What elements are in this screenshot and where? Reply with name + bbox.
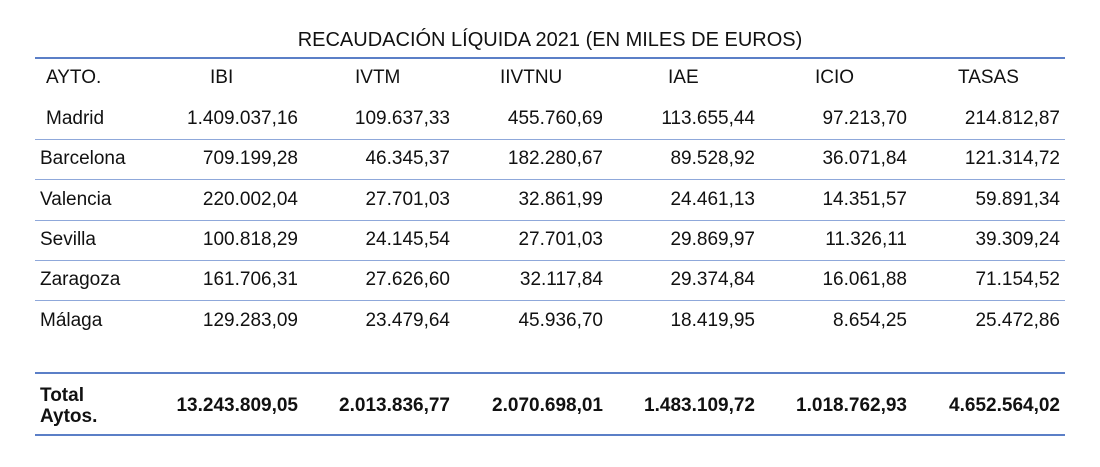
cell: 11.326,11 [825, 228, 907, 250]
cell: 182.280,67 [507, 148, 603, 170]
column-header: ICIO [815, 67, 855, 88]
cell: 27.701,03 [365, 188, 450, 210]
rule [35, 434, 1065, 436]
cell: 709.199,28 [202, 148, 298, 170]
row-rule [35, 259, 1065, 261]
cell: 1.409.037,16 [187, 108, 298, 129]
cell: 214.812,87 [964, 108, 1060, 129]
row-label: Barcelona [40, 148, 126, 170]
cell: 39.309,24 [975, 228, 1060, 250]
cell: 32.117,84 [519, 269, 603, 291]
row-rule [35, 219, 1065, 221]
cell: 89.528,92 [670, 148, 755, 170]
total-cell: 2.013.836,77 [339, 395, 450, 416]
cell: 18.419,95 [670, 309, 755, 331]
cell: 27.626,60 [365, 269, 450, 291]
rule [35, 372, 1065, 374]
row-label: Madrid [46, 108, 105, 129]
total-cell: 1.483.109,72 [644, 395, 755, 416]
cell: 16.061,88 [822, 269, 907, 291]
cell: 29.869,97 [670, 228, 755, 250]
total-label: Total Aytos. [40, 385, 98, 427]
cell: 8.654,25 [833, 309, 907, 331]
column-header: IVTM [355, 67, 401, 88]
row-rule [35, 139, 1065, 140]
cell: 113.655,44 [661, 108, 755, 129]
row-label: Málaga [40, 309, 103, 331]
row-rule [35, 300, 1065, 302]
cell: 455.760,69 [507, 108, 603, 129]
row-label: Sevilla [40, 228, 96, 250]
column-header: IIVTNU [500, 67, 563, 88]
cell: 59.891,34 [975, 188, 1060, 210]
total-cell: 13.243.809,05 [176, 395, 298, 416]
cell: 27.701,03 [518, 228, 603, 250]
cell: 29.374,84 [670, 269, 755, 291]
cell: 100.818,29 [202, 228, 298, 250]
total-cell: 1.018.762,93 [796, 395, 907, 416]
title: RECAUDACIÓN LÍQUIDA 2021 (EN MILES DE EU… [297, 29, 803, 51]
cell: 23.479,64 [365, 309, 450, 331]
cell: 220.002,04 [202, 188, 298, 210]
cell: 71.154,52 [975, 269, 1060, 291]
cell: 45.936,70 [518, 309, 603, 331]
column-header: TASAS [958, 67, 1019, 88]
cell: 129.283,09 [202, 309, 298, 331]
rule [35, 57, 1065, 59]
cell: 36.071,84 [822, 148, 907, 170]
cell: 24.145,54 [365, 228, 450, 250]
cell: 32.861,99 [518, 188, 603, 210]
cell: 25.472,86 [975, 309, 1060, 331]
column-header: AYTO. [46, 67, 102, 88]
total-cell: 4.652.564,02 [949, 395, 1060, 416]
row-rule [35, 179, 1065, 181]
cell: 161.706,31 [202, 269, 298, 291]
cell: 46.345,37 [365, 148, 450, 170]
column-header: IBI [210, 67, 234, 88]
cell: 97.213,70 [822, 108, 907, 129]
column-header: IAE [668, 67, 699, 88]
cell: 121.314,72 [964, 148, 1060, 170]
row-label: Valencia [40, 188, 112, 210]
row-label: Zaragoza [40, 269, 121, 291]
cell: 14.351,57 [822, 188, 907, 210]
total-cell: 2.070.698,01 [492, 395, 603, 416]
cell: 24.461,13 [670, 188, 755, 210]
cell: 109.637,33 [354, 108, 450, 129]
